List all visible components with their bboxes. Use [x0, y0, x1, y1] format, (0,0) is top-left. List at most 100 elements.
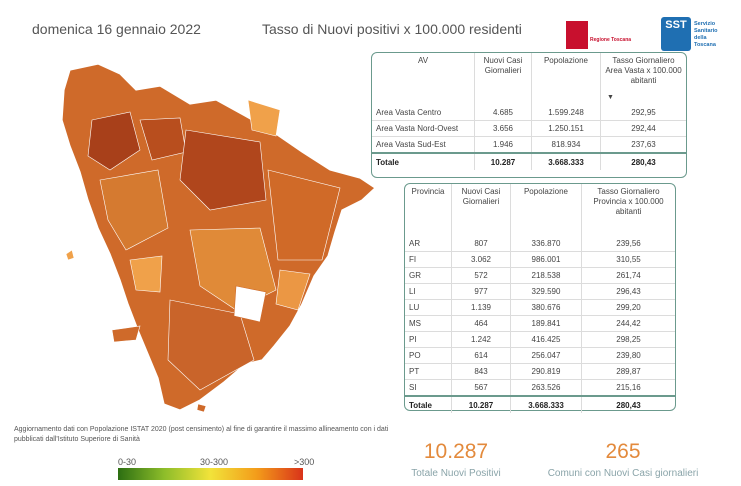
table-cell: 1.599.248 [531, 105, 601, 121]
total-row: Totale 10.287 3.668.333 280,43 [372, 152, 686, 170]
table-cell: PT [405, 363, 452, 380]
table-cell: Area Vasta Sud-Est [372, 136, 475, 154]
table-cell: LU [405, 299, 452, 316]
table-row: LU 1.139 380.676 299,20 [405, 299, 675, 316]
table-row: PI 1.242 416.425 298,25 [405, 331, 675, 348]
table-row: Area Vasta Centro 4.685 1.599.248 292,95 [372, 105, 686, 121]
legend-low-label: 0-30 [118, 457, 137, 467]
table-row: Area Vasta Sud-Est 1.946 818.934 237,63 [372, 136, 686, 154]
map-area-grosseto[interactable] [167, 299, 255, 391]
table-cell: 977 [451, 283, 511, 300]
table-cell: AR [405, 236, 452, 252]
table-row: GR 572 218.538 261,74 [405, 267, 675, 284]
table-cell: PI [405, 331, 452, 348]
table-cell: 567 [451, 379, 511, 397]
total-cell: 3.668.333 [510, 395, 582, 413]
table-row: PO 614 256.047 239,80 [405, 347, 675, 364]
map-area-lucca[interactable] [87, 111, 141, 171]
table-cell: 289,87 [581, 363, 675, 380]
table-cell: 380.676 [510, 299, 582, 316]
table-cell: PO [405, 347, 452, 364]
total-cell: 280,43 [600, 152, 686, 170]
map-blank-area[interactable] [233, 285, 267, 323]
island-giglio[interactable] [196, 403, 207, 413]
table-cell: 215,16 [581, 379, 675, 397]
table-cell: 464 [451, 315, 511, 332]
table-cell: 614 [451, 347, 511, 364]
total-positives-value: 10.287 [423, 440, 489, 463]
table-cell: GR [405, 267, 452, 284]
table-cell: 1.250.151 [531, 120, 601, 137]
table-cell: FI [405, 251, 452, 268]
table-row: SI 567 263.526 215,16 [405, 379, 675, 397]
map-area-firenze[interactable] [179, 129, 267, 211]
table-cell: 292,44 [600, 120, 686, 137]
data-update-note: Aggiornamento dati con Popolazione ISTAT… [14, 426, 389, 443]
table-cell: MS [405, 315, 452, 332]
table-row: AR 807 336.870 239,56 [405, 236, 675, 252]
regione-toscana-logo: Regione Toscana [566, 21, 631, 51]
map-area-pisa[interactable] [99, 169, 169, 251]
legend-mid-label: 30-300 [200, 457, 229, 467]
table-cell: SI [405, 379, 452, 397]
area-vasta-table: AV Nuovi Casi Giornalieri Popolazione Ta… [372, 53, 686, 170]
legend-high-label: >300 [294, 457, 315, 467]
table-cell: 261,74 [581, 267, 675, 284]
table-cell: 263.526 [510, 379, 582, 397]
total-row: Totale 10.287 3.668.333 280,43 [405, 395, 675, 413]
comuni-count-label: Comuni con Nuovi Casi giornalieri [547, 468, 699, 479]
total-cell: Totale [405, 395, 452, 413]
table-cell: 3.062 [451, 251, 511, 268]
table-cell: 239,80 [581, 347, 675, 364]
table-cell: 329.590 [510, 283, 582, 300]
tuscany-choropleth-map[interactable] [40, 60, 380, 420]
map-area-light-2[interactable] [129, 255, 163, 293]
table-row: Area Vasta Nord-Ovest 3.656 1.250.151 292,4… [372, 120, 686, 137]
table-cell: 416.425 [510, 331, 582, 348]
av-header-area: AV [417, 56, 429, 65]
table-row: PT 843 290.819 289,87 [405, 363, 675, 380]
total-positives-label: Totale Nuovi Positivi [411, 468, 501, 479]
table-cell: 3.656 [474, 120, 532, 137]
table-cell: 807 [451, 236, 511, 252]
table-row: FI 3.062 986.001 310,55 [405, 251, 675, 268]
table-cell: Area Vasta Nord-Ovest [372, 120, 475, 137]
table-cell: 298,25 [581, 331, 675, 348]
table-cell: 244,42 [581, 315, 675, 332]
table-cell: LI [405, 283, 452, 300]
total-cell: 3.668.333 [531, 152, 601, 170]
legend-labels: 0-30 30-300 >300 [118, 457, 318, 467]
sort-down-icon[interactable]: ▼ [607, 94, 614, 101]
legend-color-scale [118, 468, 303, 480]
av-header-rate[interactable]: Tasso Giornaliero Area Vasta x 100.000 a… [600, 53, 686, 105]
area-vasta-table-panel: AV Nuovi Casi Giornalieri Popolazione Ta… [371, 52, 687, 178]
total-cell: Totale [372, 152, 475, 170]
table-row: LI 977 329.590 296,43 [405, 283, 675, 300]
table-cell: 818.934 [531, 136, 601, 154]
table-cell: 292,95 [600, 105, 686, 121]
table-cell: 986.001 [510, 251, 582, 268]
map-area-light-1[interactable] [247, 99, 281, 137]
av-header-cases: Nuovi Casi Giornalieri [474, 53, 532, 105]
table-cell: 299,20 [581, 299, 675, 316]
map-area-arezzo[interactable] [267, 169, 341, 261]
total-cell: 280,43 [581, 395, 675, 413]
island-capraia[interactable] [65, 249, 75, 261]
sst-logo: SST Servizio Sanitario della Toscana [661, 17, 723, 51]
av-header-population: Popolazione [531, 53, 601, 105]
table-cell: 218.538 [510, 267, 582, 284]
table-cell: 189.841 [510, 315, 582, 332]
province-table-panel: Provincia Nuovi Casi Giornalieri Popolaz… [404, 183, 676, 413]
prov-header-provincia: Provincia [411, 187, 445, 196]
table-cell: 1.946 [474, 136, 532, 154]
total-cell: 10.287 [474, 152, 532, 170]
table-cell: 296,43 [581, 283, 675, 300]
comuni-count-value: 265 [605, 440, 641, 463]
island-elba[interactable] [111, 325, 141, 343]
table-cell: 310,55 [581, 251, 675, 268]
map-area-light-3[interactable] [275, 269, 311, 311]
table-row: MS 464 189.841 244,42 [405, 315, 675, 332]
date-label: domenica 16 gennaio 2022 [32, 21, 201, 37]
table-cell: 336.870 [510, 236, 582, 252]
table-cell: 237,63 [600, 136, 686, 154]
